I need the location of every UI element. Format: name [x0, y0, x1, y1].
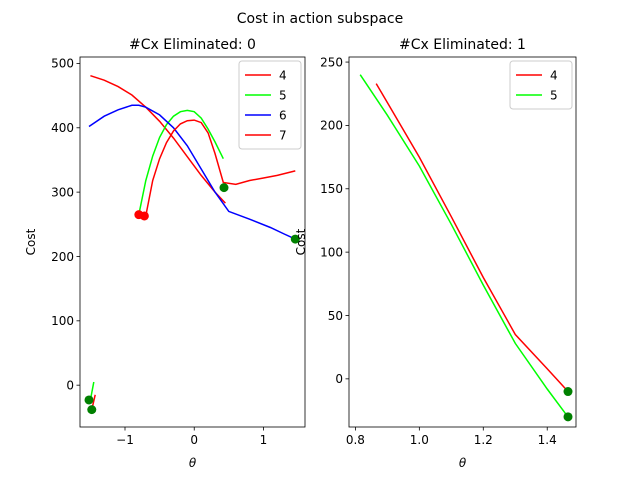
subplot-title: #Cx Eliminated: 1 — [399, 37, 526, 53]
y-tick-label: 250 — [320, 55, 343, 69]
data-point-marker — [563, 412, 573, 422]
legend: 45 — [509, 60, 573, 110]
data-point-marker — [84, 395, 94, 405]
series-group — [359, 74, 569, 418]
legend-label: 7 — [279, 128, 287, 142]
y-axis-label: Cost — [24, 228, 38, 255]
y-tick-label: 200 — [51, 250, 74, 264]
data-point-marker — [290, 234, 300, 244]
axes-frame — [348, 56, 577, 428]
y-axis-label: Cost — [294, 228, 308, 255]
legend-label: 4 — [279, 68, 287, 82]
x-axis-label: θ — [459, 456, 467, 470]
subplot-left: −1 0 1 0 100 200 300 400 500 #Cx Eliminated: 0 θ Co… — [24, 37, 306, 470]
y-tick-label: 300 — [51, 185, 74, 199]
legend-box — [509, 60, 573, 110]
x-tick-label: 1 — [260, 433, 268, 447]
y-tick-label: 100 — [320, 245, 343, 259]
x-tick-label: 0 — [190, 433, 198, 447]
y-tick-label: 0 — [66, 378, 74, 392]
y-tick-label: 200 — [320, 119, 343, 133]
x-tick-label: 1.0 — [410, 433, 429, 447]
data-point-marker — [219, 183, 229, 193]
y-tick-label: 0 — [335, 372, 343, 386]
y-tick-label: 400 — [51, 121, 74, 135]
legend: 4 5 6 7 — [238, 60, 302, 150]
x-tick-label: 0.8 — [346, 433, 365, 447]
subplot-right: 0.8 1.0 1.2 1.4 0 50 100 150 200 250 #Cx Eliminate… — [294, 37, 577, 470]
y-tick-label: 50 — [328, 309, 343, 323]
legend-label: 5 — [550, 88, 558, 102]
subplot-title: #Cx Eliminated: 0 — [129, 37, 256, 53]
legend-label: 5 — [279, 88, 287, 102]
y-tick-label: 500 — [51, 57, 74, 71]
x-tick-label: −1 — [116, 433, 134, 447]
axes-frame — [79, 56, 306, 428]
series-line-5 — [359, 74, 569, 418]
legend-label: 4 — [550, 68, 558, 82]
series-line-4 — [90, 74, 226, 204]
x-tick-label: 1.2 — [474, 433, 493, 447]
legend-box — [238, 60, 302, 150]
data-point-marker — [563, 387, 573, 397]
figure-suptitle: Cost in action subspace — [237, 11, 403, 27]
series-line-4 — [375, 83, 569, 393]
series-line-6 — [88, 104, 296, 240]
series-line-7 — [145, 119, 296, 217]
y-tick-label: 100 — [51, 314, 74, 328]
data-point-marker — [139, 211, 149, 221]
x-tick-label: 1.4 — [538, 433, 557, 447]
y-tick-label: 150 — [320, 182, 343, 196]
data-point-marker — [87, 405, 97, 415]
series-line-5 — [138, 109, 224, 215]
legend-label: 6 — [279, 108, 287, 122]
x-axis-label: θ — [189, 456, 197, 470]
